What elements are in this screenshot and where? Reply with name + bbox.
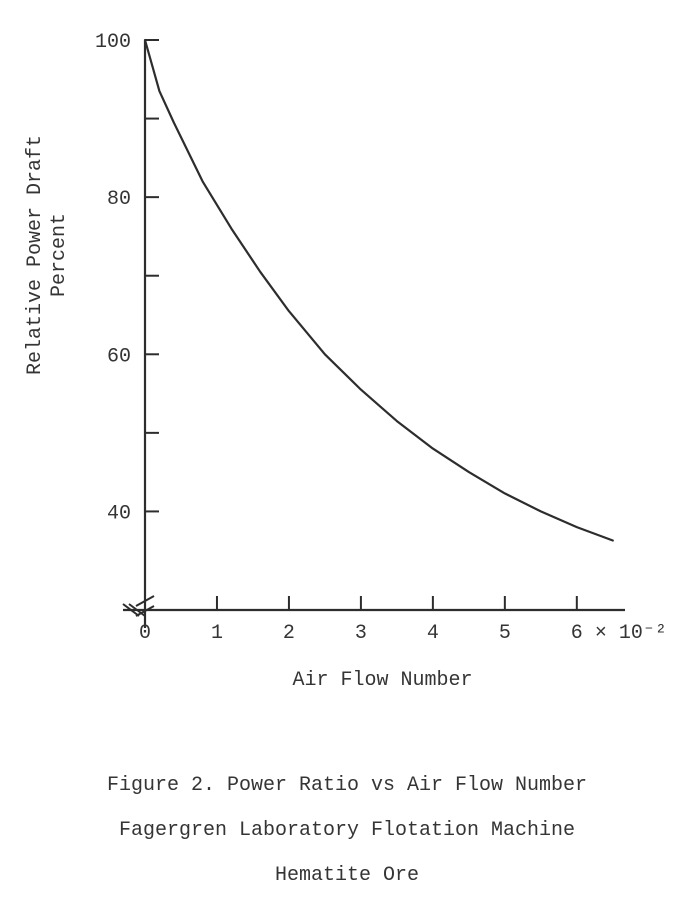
data-curve	[145, 40, 613, 541]
x-tick-label: 4	[427, 622, 439, 645]
x-tick-labels: 0 1 2 3 4 5 6	[139, 622, 583, 645]
x-tick-label: 1	[211, 622, 223, 645]
y-minor-ticks	[145, 119, 159, 433]
figure-caption-line1: Figure 2. Power Ratio vs Air Flow Number	[107, 774, 587, 797]
chart-container: 40 60 80 100 0 1 2 3 4 5 6 × 10⁻² Relative Power …	[0, 0, 694, 903]
x-ticks	[145, 596, 577, 610]
y-axis-label-line2: Percent	[48, 213, 71, 297]
x-tick-label: 2	[283, 622, 295, 645]
y-tick-label: 100	[95, 31, 131, 54]
y-tick-label: 60	[107, 345, 131, 368]
figure-caption-line2: Fagergren Laboratory Flotation Machine	[119, 819, 575, 842]
y-axis-label-line1: Relative Power Draft	[24, 135, 47, 375]
y-tick-label: 40	[107, 502, 131, 525]
x-tick-label: 6	[571, 622, 583, 645]
x-axis-exponent: × 10⁻²	[595, 622, 667, 645]
chart-svg: 40 60 80 100 0 1 2 3 4 5 6 × 10⁻² Relative Power …	[0, 0, 694, 903]
x-tick-label: 5	[499, 622, 511, 645]
x-axis-label: Air Flow Number	[292, 669, 472, 692]
x-tick-label: 3	[355, 622, 367, 645]
x-tick-label: 0	[139, 622, 151, 645]
y-tick-label: 80	[107, 188, 131, 211]
y-tick-labels: 40 60 80 100	[95, 31, 131, 525]
figure-caption-line3: Hematite Ore	[275, 864, 419, 887]
axis-break-marks	[123, 596, 154, 616]
